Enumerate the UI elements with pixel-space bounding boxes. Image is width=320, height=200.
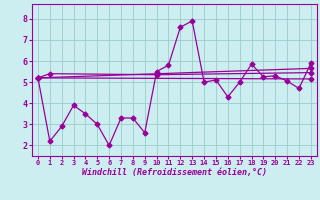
- X-axis label: Windchill (Refroidissement éolien,°C): Windchill (Refroidissement éolien,°C): [82, 168, 267, 177]
